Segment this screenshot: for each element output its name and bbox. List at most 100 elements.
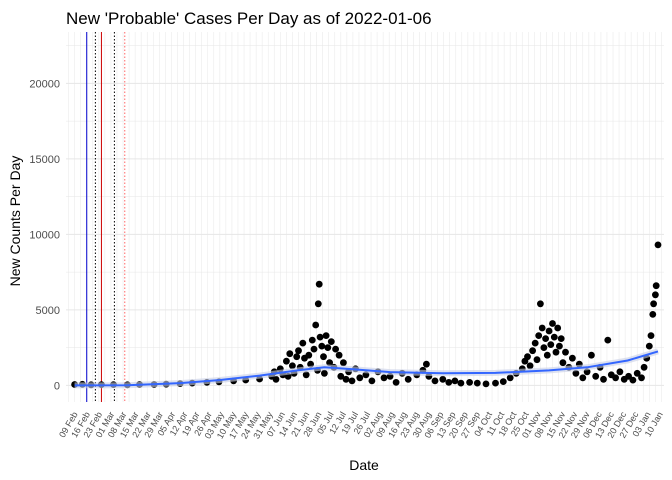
data-point — [423, 360, 430, 368]
data-point — [310, 345, 318, 353]
data-point — [524, 353, 531, 361]
data-point — [654, 241, 662, 249]
data-point — [542, 335, 549, 342]
data-point — [559, 359, 567, 367]
data-point — [431, 377, 439, 385]
data-point — [535, 332, 543, 339]
data-point — [312, 321, 320, 329]
data-point — [537, 300, 544, 308]
data-point — [629, 376, 637, 384]
data-point — [289, 362, 296, 370]
data-point — [529, 347, 536, 355]
data-point — [340, 359, 347, 367]
data-point — [457, 379, 465, 387]
data-point — [305, 351, 313, 359]
data-point — [482, 380, 490, 388]
data-point — [272, 375, 280, 383]
data-point — [506, 374, 514, 382]
data-point — [321, 369, 328, 377]
data-point — [315, 280, 323, 288]
data-point — [466, 379, 473, 386]
data-point — [531, 339, 539, 347]
y-tick-label: 0 — [54, 380, 60, 392]
data-point — [562, 348, 569, 356]
data-point — [499, 378, 507, 385]
data-point — [348, 377, 356, 385]
data-point — [283, 357, 290, 365]
data-point — [316, 333, 324, 341]
data-point — [327, 338, 335, 345]
data-point — [302, 371, 310, 379]
data-point — [533, 356, 541, 364]
data-point — [569, 354, 576, 362]
data-point — [286, 350, 294, 358]
data-point — [650, 300, 657, 308]
data-point — [324, 344, 332, 351]
data-point — [556, 342, 563, 350]
data-point — [638, 374, 645, 382]
data-point — [404, 375, 412, 383]
data-point — [579, 374, 587, 382]
data-point — [308, 336, 316, 344]
data-point — [543, 351, 551, 359]
data-point — [335, 351, 343, 359]
data-point — [451, 377, 459, 385]
data-point — [612, 374, 619, 382]
data-point — [588, 351, 595, 359]
data-point — [368, 377, 376, 385]
data-point — [640, 363, 648, 371]
y-tick-label: 5000 — [36, 305, 60, 317]
data-point — [647, 332, 655, 339]
data-point — [549, 320, 556, 327]
data-point — [633, 369, 641, 377]
data-point — [293, 353, 301, 361]
y-tick-label: 10000 — [29, 229, 60, 241]
data-point — [356, 374, 364, 382]
smooth-line — [74, 350, 659, 387]
x-axis-title: Date — [349, 457, 379, 473]
data-point — [557, 335, 565, 342]
data-point — [295, 347, 302, 355]
data-point — [473, 379, 481, 387]
data-point — [592, 372, 600, 380]
y-tick-label: 15000 — [29, 154, 60, 166]
data-point — [318, 342, 326, 350]
chart-title: New 'Probable' Cases Per Day as of 2022-… — [66, 9, 432, 28]
reference-lines — [86, 32, 126, 402]
data-point — [550, 333, 558, 341]
data-point — [572, 369, 580, 377]
data-point — [552, 348, 560, 356]
data-point — [649, 311, 657, 318]
data-point — [337, 372, 345, 380]
data-point — [445, 379, 453, 386]
data-point — [314, 300, 322, 308]
data-point — [600, 375, 607, 383]
data-point — [320, 353, 327, 361]
data-point — [604, 336, 612, 344]
data-point — [439, 375, 447, 383]
data-point — [492, 379, 499, 387]
data-point — [554, 324, 562, 332]
data-point — [322, 332, 330, 339]
smooth-trend — [74, 348, 659, 389]
data-point — [545, 327, 553, 335]
data-point — [616, 368, 624, 376]
data-point — [332, 345, 339, 353]
y-axis-title: New Counts Per Day — [7, 156, 23, 287]
data-point — [299, 339, 307, 347]
data-point — [326, 359, 333, 367]
data-point — [652, 291, 659, 299]
data-point — [342, 375, 350, 383]
data-point — [538, 324, 546, 332]
y-tick-label: 20000 — [29, 78, 60, 90]
data-point — [645, 342, 653, 350]
data-point — [547, 341, 555, 348]
data-point — [652, 282, 660, 290]
data-point — [540, 344, 548, 351]
y-axis-ticks: 0 5000 10000 15000 20000 — [29, 78, 60, 392]
data-point — [526, 362, 534, 370]
data-point — [392, 379, 400, 386]
data-point — [380, 374, 388, 382]
